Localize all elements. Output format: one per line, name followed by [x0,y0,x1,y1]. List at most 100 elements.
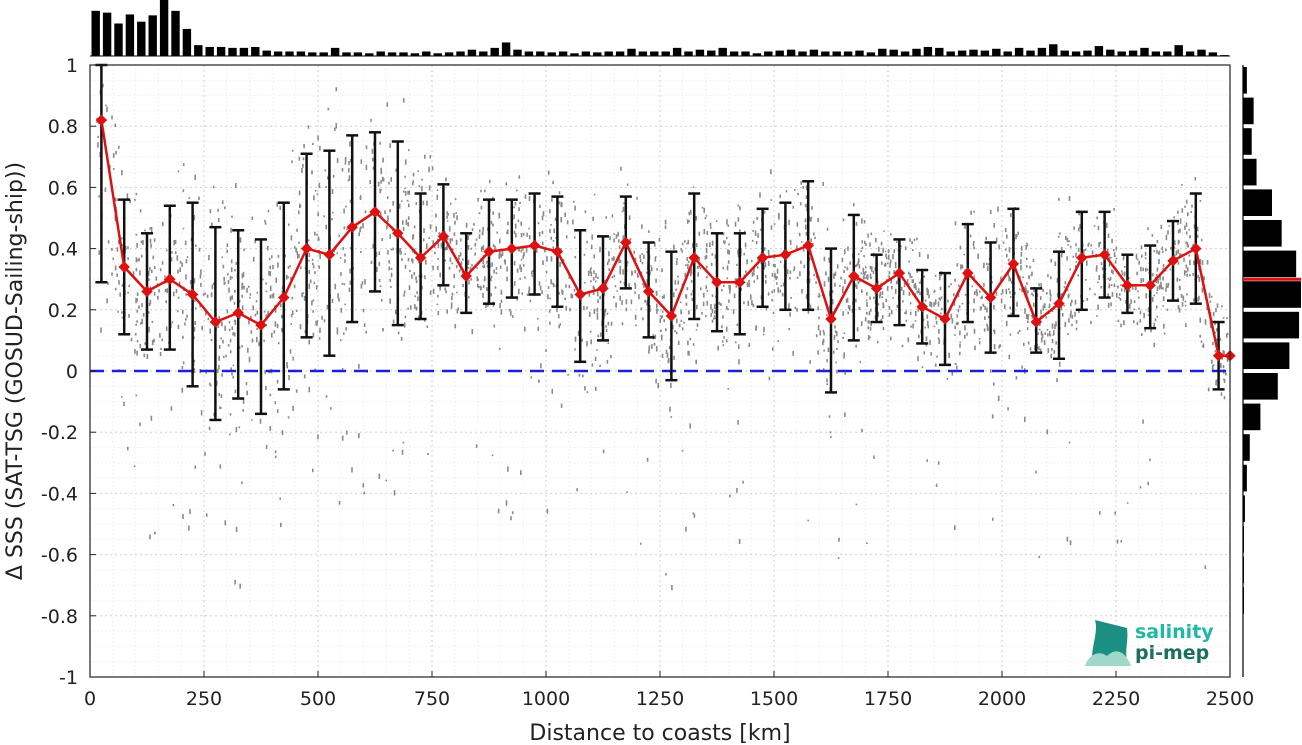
top-hist-bar [125,14,135,56]
top-hist-bar [661,51,670,56]
top-hist-bar [729,51,739,56]
y-tick-label: -0.6 [41,545,78,567]
top-hist-bar [627,48,636,56]
x-tick-label: 1500 [750,688,798,710]
top-hist-bar [308,52,317,56]
top-hist-bar [1140,47,1149,56]
y-axis-label: Δ SSS (SAT-TSG (GOSUD-Sailing-ship)) [3,162,28,580]
data-point [574,288,586,301]
top-hist-bar [524,51,534,56]
data-point [825,313,837,325]
right-hist-bar [1243,495,1245,522]
top-hist-bar [182,28,192,56]
data-point [802,239,814,252]
top-hist-bar [1003,51,1012,56]
right-hist-bar [1243,311,1300,339]
data-point [711,276,723,288]
x-axis-label: Distance to coasts [km] [529,721,790,745]
top-hist-bar [615,51,625,56]
data-point [392,227,404,240]
top-hist-bar [91,10,100,56]
top-hist-bar [171,10,180,56]
data-point [939,313,951,325]
data-point [460,270,472,282]
data-point [255,319,267,331]
top-hist-bar [980,50,990,56]
x-tick-label: 250 [186,688,222,710]
data-point [688,252,700,264]
right-hist-bar [1243,67,1247,94]
top-hist-bar [239,47,249,56]
x-tick-label: 500 [300,688,336,710]
y-tick-label: 0.2 [48,300,78,322]
top-hist-bar [330,47,340,56]
top-hist-bar [433,53,442,56]
y-tick-label: -0.4 [41,483,78,505]
top-hist-bar [889,49,898,56]
top-hist-bar [501,42,511,56]
x-tick-labels: 0 250 500 750 1000 1250 1500 1750 2000 2250 2500 [84,671,1254,710]
top-hist-bar [969,49,978,56]
top-hist-bar [946,51,955,56]
top-hist-bar [444,52,454,56]
top-hist-bar [832,51,841,56]
data-point [414,252,427,264]
top-hist-bar [422,51,431,56]
top-hist-bar [1128,50,1138,56]
data-point [141,285,153,298]
top-hist-bar [786,49,796,56]
top-hist-bar [581,51,591,56]
top-hist-bar [764,51,773,56]
data-point [848,270,860,282]
data-point [437,230,450,243]
data-point [323,249,336,261]
data-point [1053,297,1065,310]
top-hist-bar [1197,49,1206,56]
data-point [1212,349,1225,362]
top-hist-bar [1163,51,1172,56]
top-hist-bar [159,0,169,56]
top-hist-bar [1083,50,1092,56]
right-hist-bar [1243,189,1272,216]
logo-line-1: salinity [1135,621,1214,643]
x-tick-label: 1250 [636,688,684,710]
y-tick-labels: -1 -0.8 -0.6 -0.4 -0.2 0 0.2 0.4 0.6 0.8 1 [41,55,96,689]
top-hist-bar [342,52,351,56]
data-point [620,236,632,249]
top-hist-bar [900,51,910,56]
x-tick-label: 2500 [1206,688,1254,710]
y-tick-label: 0.4 [48,239,78,261]
top-hist-bar [456,51,465,56]
top-hist-bar [479,51,488,56]
data-point [1007,258,1020,270]
data-point [984,291,997,304]
top-hist-bar [262,50,271,56]
salinity-pi-mep-logo: salinity pi-mep [1085,620,1214,666]
right-hist-bar [1243,250,1297,278]
x-tick-label: 1000 [522,688,570,710]
data-point [734,276,746,288]
top-hist-bar [114,23,123,56]
top-hist-bar [1014,47,1024,56]
top-hist-bar [593,52,602,56]
top-hist-bar [137,21,146,56]
right-hist-bar [1243,403,1261,431]
top-hist-bar [558,51,568,56]
top-hist-bar [205,46,214,56]
top-hist-bar [809,49,819,56]
top-hist-bar [570,53,579,56]
top-hist-bar [1049,44,1058,56]
top-hist-bar [604,51,613,56]
right-hist-bar [1243,220,1282,247]
top-hist-bar [1026,50,1035,56]
y-tick-label: 0.8 [48,116,78,138]
top-hist-bar [1071,51,1081,56]
top-hist-bar [775,50,784,56]
data-point [232,307,244,319]
data-point [551,245,564,258]
logo-line-2: pi-mep [1135,642,1209,664]
x-tick-label: 2000 [978,688,1026,710]
data-point [95,114,108,126]
data-point [346,221,358,233]
data-point [893,267,906,279]
